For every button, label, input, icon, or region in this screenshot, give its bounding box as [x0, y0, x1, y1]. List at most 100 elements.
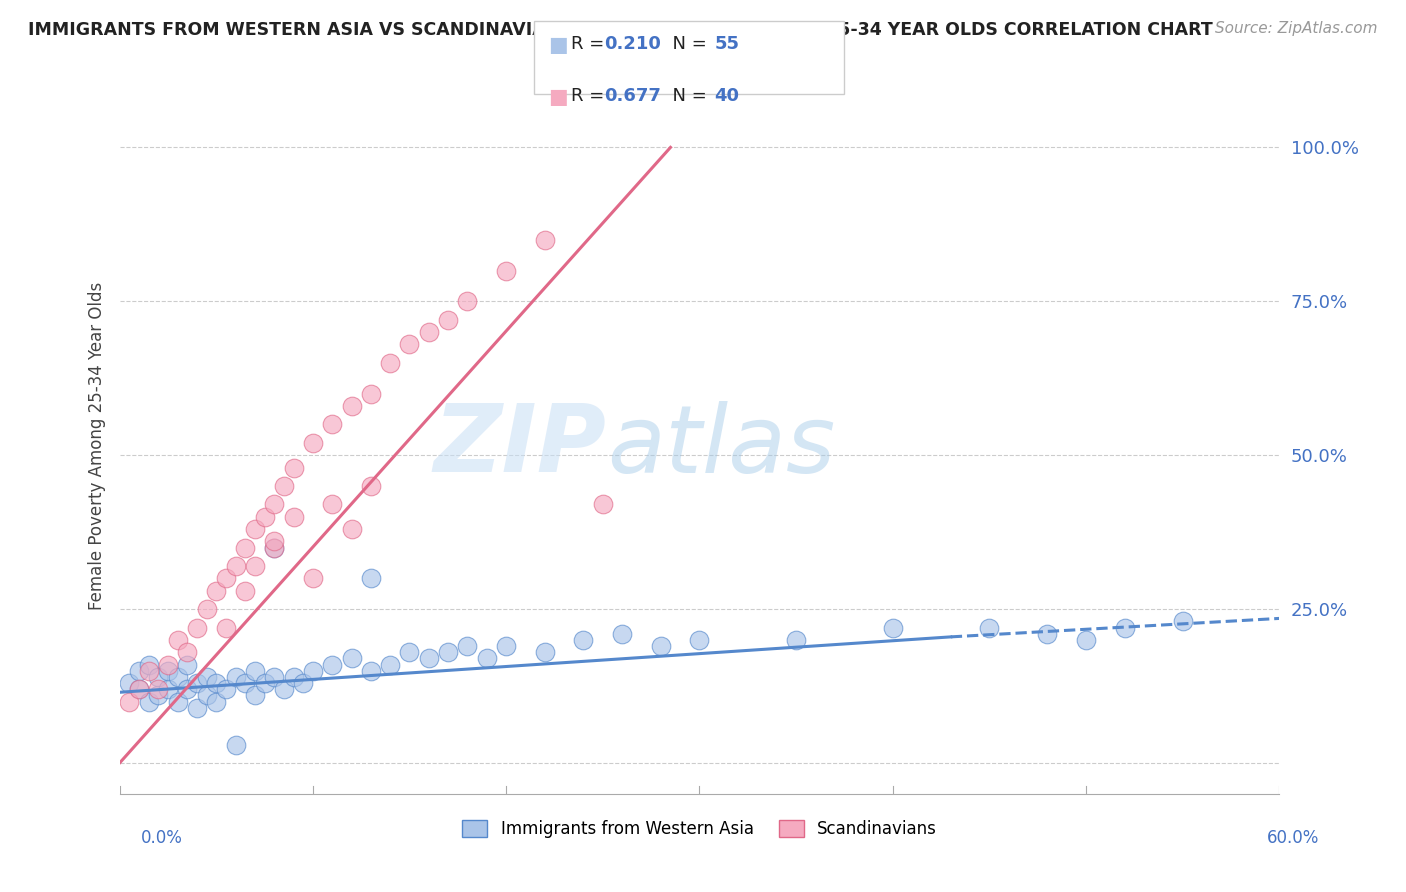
Point [495, 639, 517, 653]
Point [263, 541, 285, 555]
Point [360, 664, 382, 678]
Point [534, 233, 557, 247]
Point [205, 694, 228, 708]
Text: Source: ZipAtlas.com: Source: ZipAtlas.com [1215, 21, 1378, 36]
Point [263, 670, 285, 684]
Point [785, 632, 807, 647]
Point [176, 645, 198, 659]
Point [340, 399, 363, 413]
Point [612, 627, 634, 641]
Point [321, 657, 343, 672]
Point [186, 676, 208, 690]
Point [243, 522, 266, 536]
Point [1036, 627, 1059, 641]
Point [195, 670, 218, 684]
Point [253, 509, 276, 524]
Point [302, 436, 325, 450]
Text: ■: ■ [548, 87, 568, 106]
Point [263, 498, 285, 512]
Point [592, 498, 614, 512]
Point [225, 670, 247, 684]
Point [1114, 621, 1136, 635]
Point [283, 509, 305, 524]
Point [156, 682, 179, 697]
Text: 0.210: 0.210 [605, 35, 661, 53]
Text: IMMIGRANTS FROM WESTERN ASIA VS SCANDINAVIAN FEMALE POVERTY AMONG 25-34 YEAR OLD: IMMIGRANTS FROM WESTERN ASIA VS SCANDINA… [28, 21, 1213, 38]
Point [128, 664, 150, 678]
Point [138, 694, 160, 708]
Point [418, 325, 440, 339]
Text: 55: 55 [714, 35, 740, 53]
Point [118, 694, 141, 708]
Point [360, 386, 382, 401]
Point [215, 621, 238, 635]
Text: ZIP: ZIP [434, 400, 607, 492]
Point [273, 479, 295, 493]
Text: R =: R = [571, 87, 610, 104]
Point [360, 479, 382, 493]
Point [418, 651, 440, 665]
Point [205, 583, 228, 598]
Point [437, 645, 460, 659]
Point [166, 694, 188, 708]
Point [243, 559, 266, 574]
Text: N =: N = [661, 35, 713, 53]
Point [340, 651, 363, 665]
Point [186, 621, 208, 635]
Point [534, 645, 557, 659]
Point [263, 534, 285, 549]
Point [243, 664, 266, 678]
Point [215, 571, 238, 585]
Point [340, 522, 363, 536]
Point [495, 263, 517, 277]
Point [233, 583, 256, 598]
Text: R =: R = [571, 35, 610, 53]
Point [186, 700, 208, 714]
Text: 0.677: 0.677 [605, 87, 661, 104]
Point [148, 670, 170, 684]
Y-axis label: Female Poverty Among 25-34 Year Olds: Female Poverty Among 25-34 Year Olds [87, 282, 105, 610]
Point [1076, 632, 1098, 647]
Point [380, 657, 402, 672]
Point [398, 337, 420, 351]
Point [148, 682, 170, 697]
Point [283, 670, 305, 684]
Text: 60.0%: 60.0% [1267, 829, 1320, 847]
Point [979, 621, 1001, 635]
Point [292, 676, 315, 690]
Point [156, 664, 179, 678]
Point [321, 417, 343, 432]
Point [398, 645, 420, 659]
Point [156, 657, 179, 672]
Point [138, 657, 160, 672]
Point [128, 682, 150, 697]
Point [360, 571, 382, 585]
Point [195, 689, 218, 703]
Text: atlas: atlas [607, 401, 835, 491]
Legend: Immigrants from Western Asia, Scandinavians: Immigrants from Western Asia, Scandinavi… [456, 814, 943, 845]
Point [263, 541, 285, 555]
Point [253, 676, 276, 690]
Point [148, 689, 170, 703]
Point [689, 632, 711, 647]
Point [243, 689, 266, 703]
Point [283, 460, 305, 475]
Point [572, 632, 595, 647]
Point [650, 639, 672, 653]
Text: ■: ■ [548, 35, 568, 54]
Point [302, 664, 325, 678]
Point [456, 294, 478, 309]
Point [1171, 615, 1194, 629]
Text: 40: 40 [714, 87, 740, 104]
Point [195, 602, 218, 616]
Point [118, 676, 141, 690]
Point [233, 541, 256, 555]
Point [166, 670, 188, 684]
Point [302, 571, 325, 585]
Point [225, 559, 247, 574]
Point [215, 682, 238, 697]
Text: N =: N = [661, 87, 713, 104]
Point [225, 738, 247, 752]
Point [380, 356, 402, 370]
Point [176, 682, 198, 697]
